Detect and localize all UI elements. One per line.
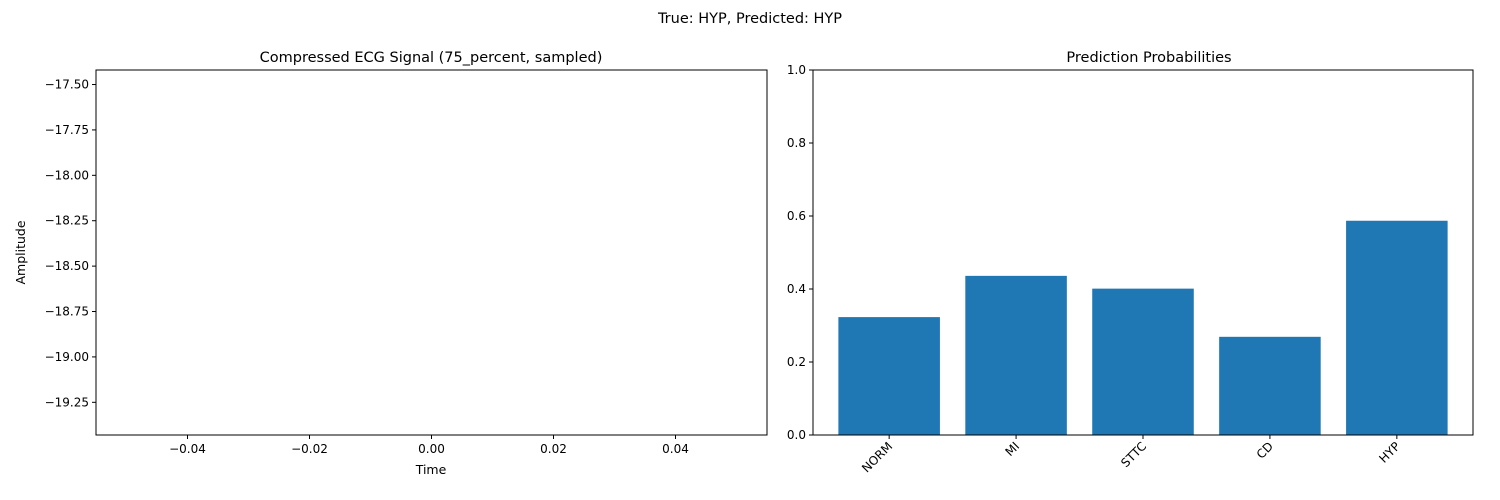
ecg-y-tick-label: −17.50	[45, 78, 89, 92]
probabilities-x-tick-label: NORM	[859, 439, 895, 475]
probabilities-y-tick-label: 1.0	[787, 63, 806, 77]
ecg-y-tick-label: −17.75	[45, 123, 89, 137]
ecg-x-tick-label: −0.02	[291, 442, 328, 456]
probability-bar-norm	[838, 317, 940, 435]
ecg-y-tick-label: −18.75	[45, 305, 89, 319]
probabilities-y-axis: 0.0 0.2 0.4 0.6 0.8 1.0	[787, 63, 813, 442]
ecg-y-tick-label: −19.00	[45, 350, 89, 364]
ecg-x-tick-label: −0.04	[169, 442, 206, 456]
ecg-y-tick-label: −18.25	[45, 214, 89, 228]
probabilities-y-tick-label: 0.4	[787, 282, 806, 296]
prediction-probabilities-plot: Prediction Probabilities NORM MI STTC CD HYP…	[787, 50, 1474, 475]
probabilities-x-tick-label: HYP	[1376, 439, 1403, 466]
probability-bar-sttc	[1092, 288, 1194, 435]
ecg-x-tick-label: 0.00	[418, 442, 445, 456]
probability-bar-cd	[1219, 336, 1321, 435]
ecg-x-axis-label: Time	[415, 462, 447, 477]
probabilities-x-axis: NORM MI STTC CD HYP	[859, 435, 1403, 475]
probabilities-plot-title: Prediction Probabilities	[1066, 50, 1231, 66]
ecg-x-tick-label: 0.02	[540, 442, 567, 456]
probabilities-y-tick-label: 0.8	[787, 136, 806, 150]
ecg-x-axis: −0.04 −0.02 0.00 0.02 0.04	[169, 435, 689, 456]
ecg-plot-title: Compressed ECG Signal (75_percent, sampl…	[260, 50, 603, 66]
probability-bar-hyp	[1346, 220, 1448, 435]
probability-bar-mi	[965, 275, 1067, 435]
probability-bars	[838, 220, 1448, 435]
ecg-y-axis: −17.50 −17.75 −18.00 −18.25 −18.50 −18.75 −19.…	[45, 78, 96, 409]
ecg-y-axis-label: Amplitude	[13, 220, 28, 284]
ecg-plot-frame	[95, 69, 768, 436]
figure-suptitle: True: HYP, Predicted: HYP	[657, 11, 842, 27]
probabilities-y-tick-label: 0.6	[787, 209, 806, 223]
probabilities-x-tick-label: MI	[1002, 439, 1022, 459]
probabilities-y-tick-label: 0.0	[787, 428, 806, 442]
ecg-signal-plot: Compressed ECG Signal (75_percent, sampl…	[13, 50, 768, 477]
ecg-y-tick-label: −19.25	[45, 395, 89, 409]
probabilities-x-tick-label: STTC	[1118, 439, 1149, 470]
probabilities-y-tick-label: 0.2	[787, 355, 806, 369]
probabilities-x-tick-label: CD	[1254, 439, 1276, 461]
ecg-x-tick-label: 0.04	[662, 442, 689, 456]
ecg-y-tick-label: −18.00	[45, 168, 89, 182]
ecg-y-tick-label: −18.50	[45, 259, 89, 273]
